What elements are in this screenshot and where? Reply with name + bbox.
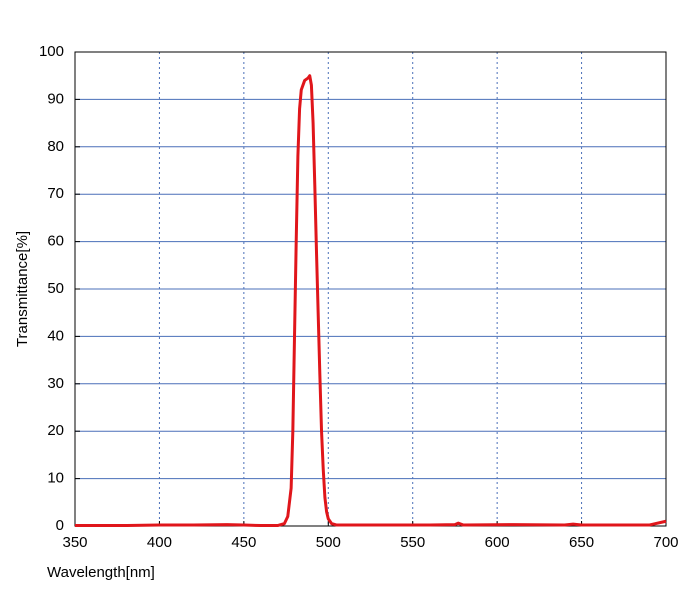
x-tick-label: 400	[147, 534, 172, 551]
x-tick-label: 550	[400, 534, 425, 551]
x-tick-label: 350	[62, 534, 87, 551]
x-tick-label: 700	[653, 534, 678, 551]
data-line	[75, 74, 667, 528]
x-tick-label: 450	[231, 534, 256, 551]
y-tick-label: 30	[47, 375, 64, 392]
y-tick-label: 20	[47, 422, 64, 439]
y-tick-label: 70	[47, 185, 64, 202]
y-tick-label: 40	[47, 327, 64, 344]
x-tick-label: 600	[485, 534, 510, 551]
y-tick-label: 80	[47, 138, 64, 155]
x-axis-title: Wavelength[nm]	[47, 564, 155, 581]
x-tick-label: 500	[316, 534, 341, 551]
y-tick-label: 90	[47, 90, 64, 107]
y-tick-label: 10	[47, 470, 64, 487]
x-tick-label: 650	[569, 534, 594, 551]
y-tick-label: 0	[56, 517, 64, 534]
y-axis-title: Transmittance[%]	[14, 231, 31, 347]
y-tick-label: 60	[47, 233, 64, 250]
y-tick-label: 50	[47, 280, 64, 297]
y-tick-label: 100	[39, 43, 64, 60]
